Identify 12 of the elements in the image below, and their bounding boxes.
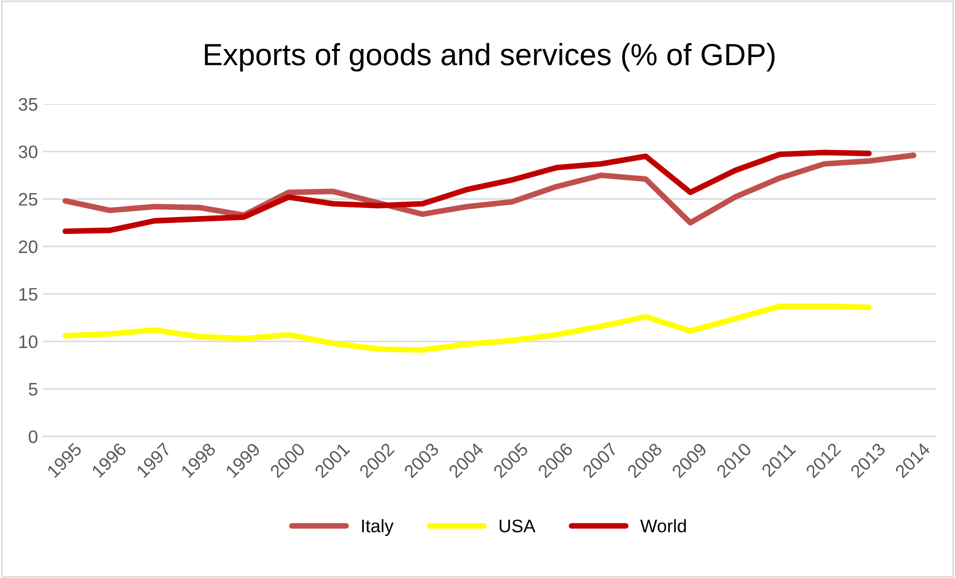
y-tick-label: 0 bbox=[28, 430, 38, 444]
y-tick-label: 30 bbox=[18, 145, 38, 158]
chart-title: Exports of goods and services (% of GDP) bbox=[204, 43, 775, 72]
legend-label: USA bbox=[500, 520, 536, 532]
y-tick-label: 10 bbox=[19, 335, 38, 348]
legend-label: Italy bbox=[362, 519, 394, 536]
y-tick-label: 25 bbox=[18, 192, 38, 206]
legend-label: World bbox=[640, 519, 686, 532]
y-tick-label: 15 bbox=[19, 288, 38, 301]
y-tick-label: 20 bbox=[18, 240, 38, 254]
y-tick-label: 5 bbox=[28, 383, 38, 396]
y-tick-label: 35 bbox=[18, 98, 38, 111]
